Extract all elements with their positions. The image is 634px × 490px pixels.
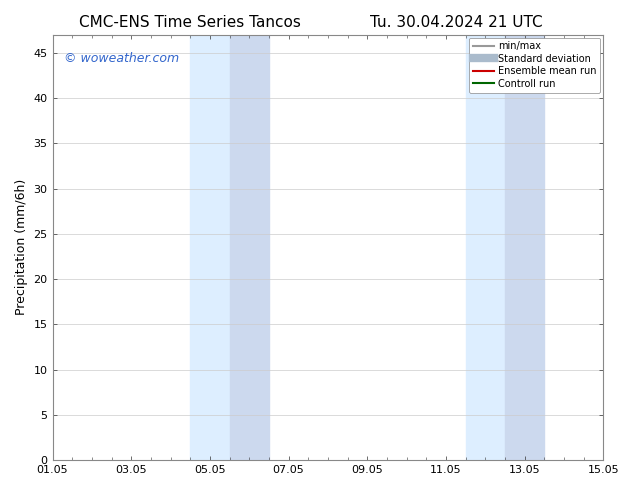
Text: CMC-ENS Time Series Tancos: CMC-ENS Time Series Tancos	[79, 15, 301, 30]
Text: © woweather.com: © woweather.com	[63, 51, 179, 65]
Bar	[505, 35, 544, 460]
Bar	[465, 35, 505, 460]
Bar	[230, 35, 269, 460]
Y-axis label: Precipitation (mm/6h): Precipitation (mm/6h)	[15, 179, 28, 316]
Legend: min/max, Standard deviation, Ensemble mean run, Controll run: min/max, Standard deviation, Ensemble me…	[469, 38, 600, 93]
Text: Tu. 30.04.2024 21 UTC: Tu. 30.04.2024 21 UTC	[370, 15, 543, 30]
Bar	[190, 35, 230, 460]
